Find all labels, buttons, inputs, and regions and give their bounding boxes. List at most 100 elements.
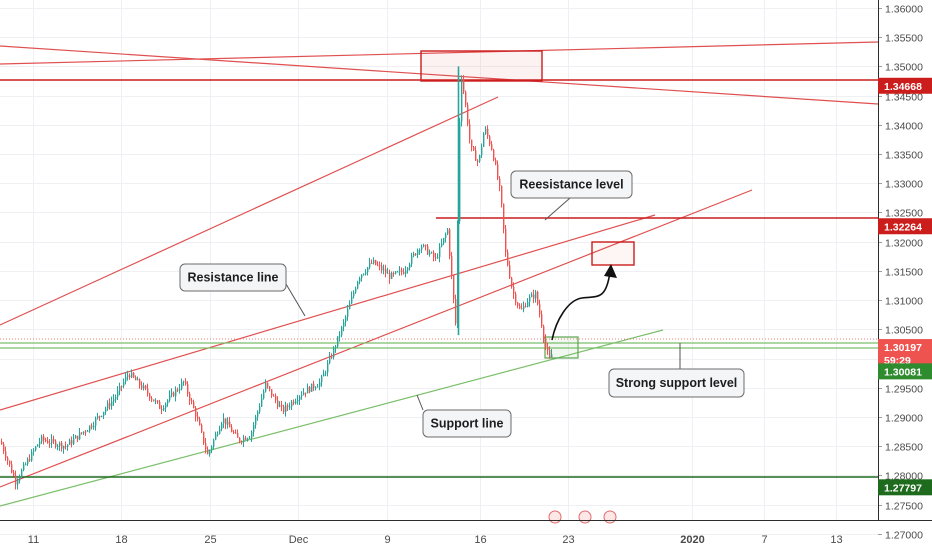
candle-body <box>469 124 471 140</box>
price-label-text: 1.30081 <box>884 366 922 378</box>
candle-body <box>269 386 271 390</box>
candle-body <box>359 278 361 282</box>
callout-resistance-level-text: Reesistance level <box>519 178 623 192</box>
price-label-text: 1.27797 <box>884 482 922 494</box>
candle-body <box>467 104 469 125</box>
candle-body <box>183 381 185 383</box>
candle-body <box>91 425 93 428</box>
candle-body <box>241 441 243 443</box>
candle-body <box>345 316 347 323</box>
candle-body <box>217 433 219 435</box>
candle-body <box>291 401 293 407</box>
candle-body <box>191 400 193 402</box>
candle-body <box>523 305 525 310</box>
top-trend-line <box>0 41 879 65</box>
target-zone-rect <box>591 241 635 266</box>
candle-body <box>465 91 467 105</box>
candle-body <box>51 439 53 444</box>
callout-support-line: Support line <box>416 394 512 438</box>
candle-body <box>313 383 315 388</box>
candle-body <box>397 271 399 273</box>
callout-support-line-pointer <box>416 394 424 411</box>
candle-body <box>319 382 321 387</box>
candle-body <box>95 418 97 426</box>
candle-body <box>369 262 371 268</box>
candle-body <box>195 407 197 417</box>
event-flag-icon[interactable] <box>548 510 562 524</box>
candle-body <box>331 356 333 358</box>
event-markers <box>548 510 617 524</box>
candle-body <box>129 375 131 378</box>
candle-body <box>551 354 553 358</box>
candle-body <box>511 277 513 287</box>
candle-body <box>537 292 539 305</box>
candle-body <box>225 418 227 425</box>
y-tick-label: 1.35000 <box>885 62 923 74</box>
candle-body <box>163 408 165 410</box>
lower-channel-line <box>0 189 753 488</box>
candle-body <box>361 274 363 279</box>
candle-body <box>105 408 107 412</box>
candle-body <box>67 444 69 447</box>
candle-body <box>387 272 389 274</box>
candle-body <box>341 326 343 336</box>
candle-body <box>139 379 141 386</box>
y-tick-label: 1.36000 <box>885 4 923 16</box>
candle-body <box>399 270 401 272</box>
candle-body <box>481 146 483 156</box>
candle-body <box>521 308 523 310</box>
candle-body <box>527 301 529 307</box>
candle-body <box>325 372 327 374</box>
candle-body <box>425 244 427 247</box>
candle-body <box>125 376 127 382</box>
projection-arrowhead <box>604 264 617 278</box>
candle-body <box>489 136 491 145</box>
candle-body <box>21 469 23 477</box>
candle-body <box>449 229 451 256</box>
candle-body <box>223 418 225 424</box>
candle-body <box>243 437 245 443</box>
candle-body <box>335 346 337 348</box>
candle-body <box>485 128 487 134</box>
candle-body <box>437 257 439 259</box>
candle-body <box>497 164 499 179</box>
candle-body <box>161 409 163 411</box>
candle-body <box>35 446 37 451</box>
candle-body <box>279 405 281 407</box>
x-tick-label: Dec <box>289 534 309 546</box>
y-tick-label: 1.29500 <box>885 384 923 396</box>
candle-body <box>207 449 209 455</box>
event-flag-icon[interactable] <box>603 510 617 524</box>
y-tick-label: 1.28500 <box>885 442 923 454</box>
candle-body <box>503 203 505 229</box>
candle-body <box>11 464 13 473</box>
candle-body <box>349 303 351 310</box>
candle-body <box>535 292 537 299</box>
candle-body <box>333 347 335 358</box>
candle-body <box>533 294 535 299</box>
candle-body <box>423 244 425 247</box>
candle-body <box>255 416 257 425</box>
candle-body <box>231 427 233 432</box>
candle-body <box>353 292 355 297</box>
resistance-line <box>0 214 656 411</box>
event-flag-icon[interactable] <box>578 510 592 524</box>
y-tick-label: 1.35500 <box>885 33 923 45</box>
candle-body <box>395 271 397 274</box>
candle-body <box>31 451 33 461</box>
candle-body <box>39 441 41 445</box>
x-tick-label: 2020 <box>680 534 704 546</box>
candle-body <box>541 314 543 327</box>
candle-body <box>413 253 415 256</box>
candle-body <box>157 400 159 402</box>
candle-body <box>63 446 65 449</box>
candle-body <box>283 406 285 413</box>
candle-body <box>287 405 289 407</box>
candle-body <box>209 450 211 455</box>
candle-body <box>25 464 27 466</box>
candle-body <box>415 253 417 255</box>
projection-arrow <box>551 271 611 341</box>
candle-body <box>53 439 55 442</box>
candle-body <box>517 302 519 306</box>
